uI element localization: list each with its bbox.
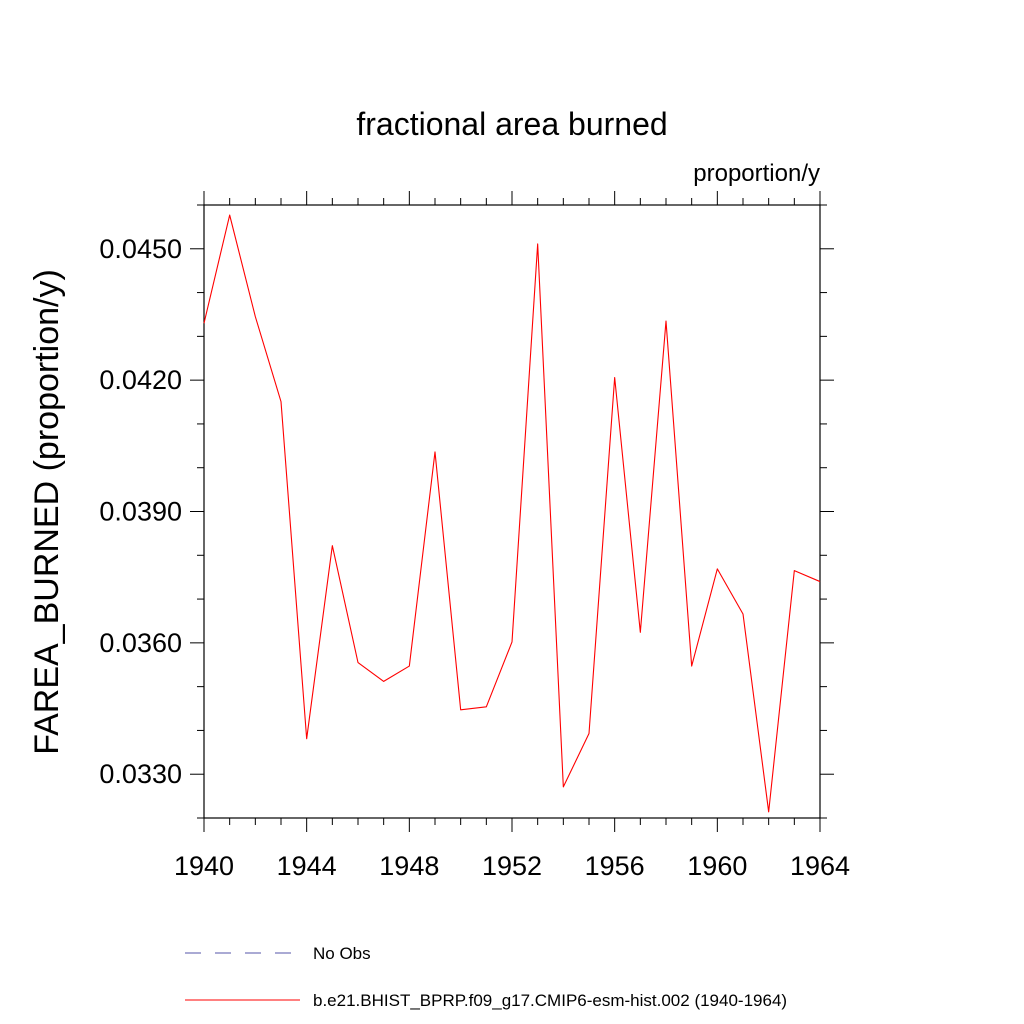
y-tick-label: 0.0450 (99, 234, 182, 264)
x-tick-label: 1944 (277, 851, 337, 881)
chart-title: fractional area burned (356, 106, 667, 142)
y-tick-label: 0.0420 (99, 365, 182, 395)
y-tick-label: 0.0330 (99, 759, 182, 789)
series-layer (203, 214, 821, 813)
legend: No Obs b.e21.BHIST_BPRP.f09_g17.CMIP6-esm… (185, 944, 787, 1010)
units-label: proportion/y (693, 160, 820, 187)
x-tick-label: 1956 (585, 851, 645, 881)
x-tick-label: 1964 (790, 851, 850, 881)
x-tick-label: 1948 (379, 851, 439, 881)
plot-frame (203, 204, 821, 819)
x-tick-label: 1952 (482, 851, 542, 881)
x-tick-label: 1960 (687, 851, 747, 881)
y-axis-label: FAREA_BURNED (proportion/y) (28, 269, 66, 755)
legend-label-1: b.e21.BHIST_BPRP.f09_g17.CMIP6-esm-hist.… (313, 991, 787, 1010)
y-tick-label: 0.0390 (99, 497, 182, 527)
series-line-1 (203, 214, 821, 813)
legend-label-0: No Obs (313, 944, 371, 963)
axis-ticks: 1940 1944 1948 1952 1956 1960 1964 0.0330 0.0360… (99, 191, 850, 881)
x-tick-label: 1940 (174, 851, 234, 881)
y-tick-label: 0.0360 (99, 628, 182, 658)
